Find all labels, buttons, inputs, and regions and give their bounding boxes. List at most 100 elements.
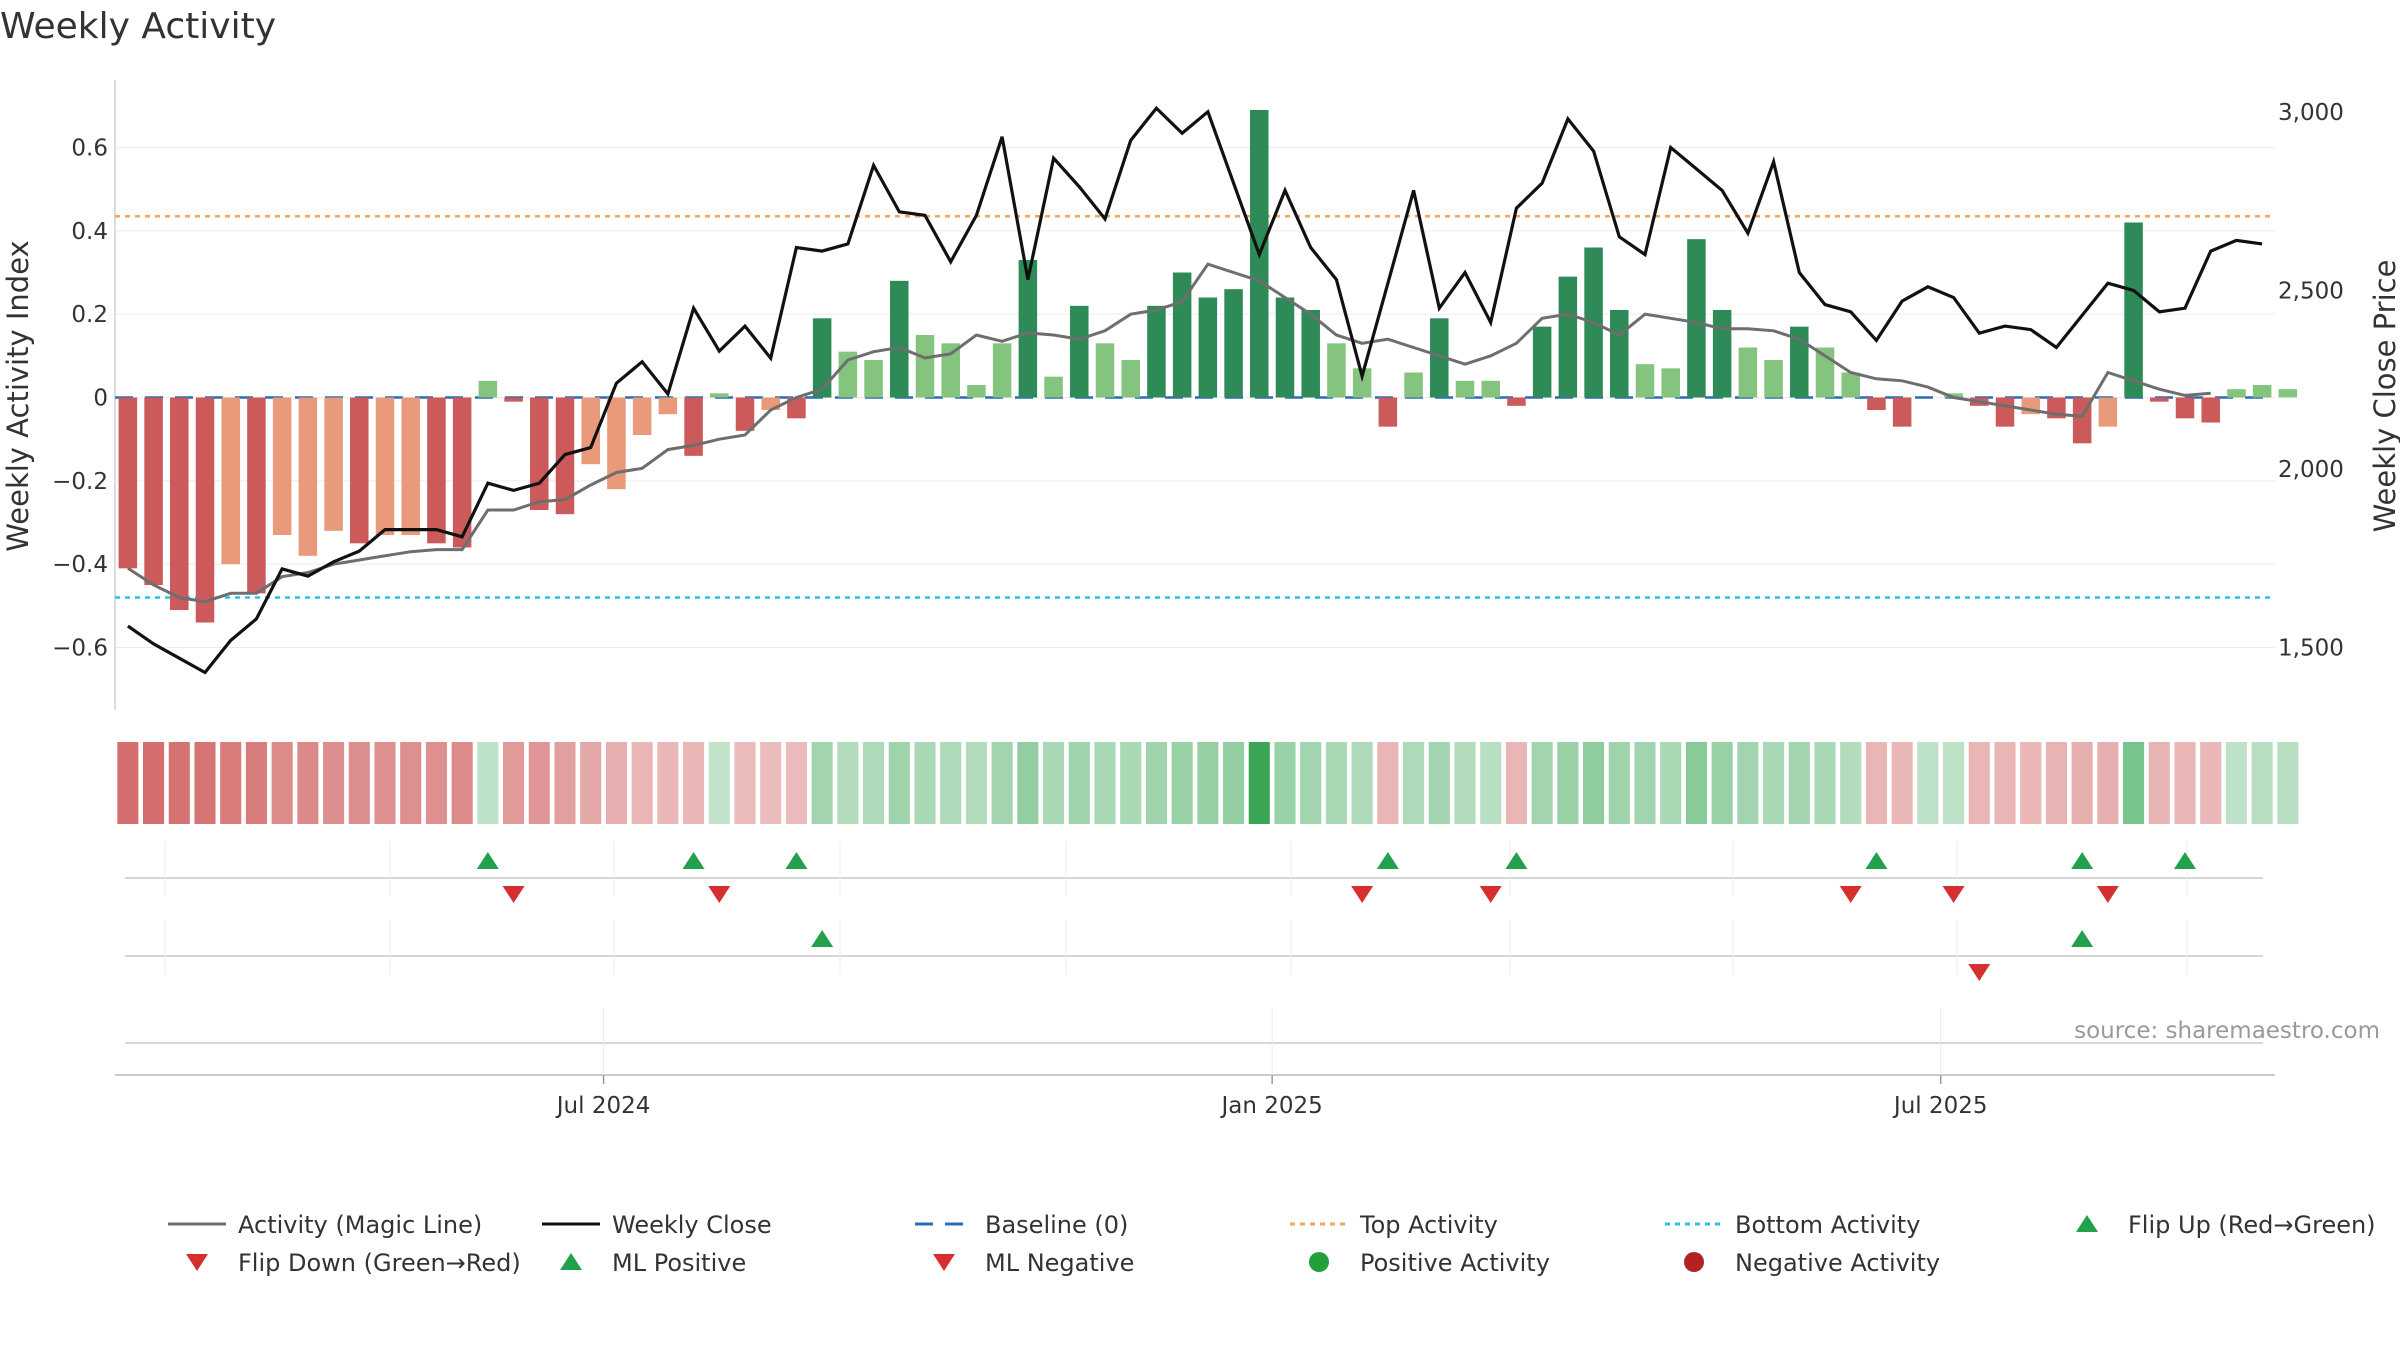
- activity-bar: [710, 393, 729, 398]
- heat-cell: [1351, 742, 1373, 824]
- activity-bar: [1892, 397, 1912, 427]
- activity-bar: [478, 380, 498, 398]
- activity-bar: [812, 318, 832, 398]
- heat-cell: [1223, 742, 1245, 824]
- heat-cell: [1531, 742, 1553, 824]
- heat-cell: [1480, 742, 1502, 824]
- activity-bar: [787, 397, 806, 419]
- activity-bar: [530, 397, 549, 510]
- activity-bar: [1790, 326, 1809, 398]
- activity-bar: [2098, 397, 2118, 427]
- heat-cell: [1120, 742, 1142, 824]
- x-axis: Jul 2024 Jan 2025 Jul 2025: [115, 1008, 2275, 1119]
- heat-cell: [811, 742, 833, 824]
- y-tick-label: −0.6: [52, 636, 108, 662]
- heat-cell: [143, 742, 165, 824]
- activity-bar: [1507, 397, 1526, 406]
- activity-bar: [1481, 380, 1500, 398]
- flip-up-marker: [682, 852, 705, 869]
- flip-down-marker: [2096, 886, 2119, 903]
- y-tick-label: 0: [93, 386, 108, 412]
- activity-bar: [1327, 343, 1346, 398]
- activity-bar: [2252, 385, 2272, 398]
- heat-cell: [1325, 742, 1347, 824]
- activity-bar: [915, 335, 935, 398]
- heat-cell: [1094, 742, 1116, 824]
- heat-cell: [194, 742, 216, 824]
- activity-bar: [195, 397, 215, 623]
- heat-cell: [220, 742, 242, 824]
- y-tick-label: 0.4: [71, 219, 108, 245]
- flip-up-marker: [785, 852, 808, 869]
- heat-cell: [400, 742, 422, 824]
- x-tick-label: Jul 2024: [555, 1093, 651, 1119]
- y-ticks: −0.6 −0.4 −0.2 0 0.2 0.4 0.6: [52, 136, 108, 662]
- activity-bar: [1224, 289, 1243, 398]
- heat-cell: [2225, 742, 2247, 824]
- heat-cell: [991, 742, 1013, 824]
- activity-bar: [684, 397, 703, 456]
- heat-cell: [940, 742, 962, 824]
- chart-title: Weekly Activity: [0, 6, 276, 47]
- legend-flip_down-label: Flip Down (Green→Red): [238, 1249, 521, 1277]
- legend-flip_up-label: Flip Up (Red→Green): [2128, 1211, 2376, 1239]
- activity-bar: [1661, 368, 1680, 398]
- heat-cell: [1840, 742, 1862, 824]
- heat-cell: [1763, 742, 1785, 824]
- activity-bar: [2201, 397, 2220, 423]
- heat-cell: [477, 742, 499, 824]
- activity-bar: [2278, 389, 2298, 398]
- legend-ml_pos-label: ML Positive: [612, 1249, 746, 1277]
- y-tick-label: −0.2: [52, 469, 108, 495]
- heat-cell: [2200, 742, 2222, 824]
- activity-bar: [1610, 310, 1629, 398]
- flip-up-marker: [476, 852, 499, 869]
- heat-cell: [425, 742, 447, 824]
- heat-cell: [348, 742, 370, 824]
- activity-bar: [1738, 347, 1758, 398]
- activity-bar: [941, 343, 960, 398]
- heat-cell: [914, 742, 936, 824]
- activity-bar: [1095, 343, 1115, 398]
- activity-bar: [1558, 276, 1578, 398]
- activity-bar: [144, 397, 163, 585]
- activity-bar: [272, 397, 292, 535]
- activity-bar: [2124, 222, 2143, 398]
- heat-cell: [2097, 742, 2119, 824]
- heat-cell: [2251, 742, 2273, 824]
- source-note: source: sharemaestro.com: [2074, 1018, 2380, 1044]
- flip-up-marker: [2174, 852, 2196, 869]
- legend-close-label: Weekly Close: [612, 1211, 772, 1239]
- heat-cell: [1248, 742, 1270, 824]
- activity-bar: [221, 397, 240, 565]
- activity-bar: [1455, 380, 1475, 398]
- heat-cell: [683, 742, 705, 824]
- activity-bar: [735, 397, 755, 431]
- heat-cell: [503, 742, 525, 824]
- heat-cell: [1428, 742, 1450, 824]
- flip-down-marker: [708, 886, 731, 903]
- heat-cell: [888, 742, 910, 824]
- heat-cell: [1454, 742, 1476, 824]
- flip-down-marker: [1479, 886, 1502, 903]
- y2-tick-label: 2,500: [2278, 278, 2344, 304]
- activity-bar: [658, 397, 678, 415]
- heat-cell: [168, 742, 190, 824]
- heat-cell: [580, 742, 602, 824]
- weekly-close-line: [126, 105, 2263, 675]
- legend-ml_neg-label: ML Negative: [985, 1249, 1134, 1277]
- heat-cell: [1300, 742, 1322, 824]
- heat-cell: [965, 742, 987, 824]
- heat-cell: [1865, 742, 1887, 824]
- activity-bar: [375, 397, 395, 535]
- heat-cell: [1171, 742, 1193, 824]
- heat-cell: [734, 742, 756, 824]
- y2-tick-label: 3,000: [2278, 100, 2344, 126]
- heat-cell: [117, 742, 139, 824]
- activity-bar: [1121, 360, 1140, 398]
- activity-bar: [1275, 297, 1295, 398]
- heat-cell: [2148, 742, 2170, 824]
- flip-down-marker: [1839, 886, 1862, 903]
- activity-bar: [1070, 305, 1089, 398]
- activity-bar: [350, 397, 369, 544]
